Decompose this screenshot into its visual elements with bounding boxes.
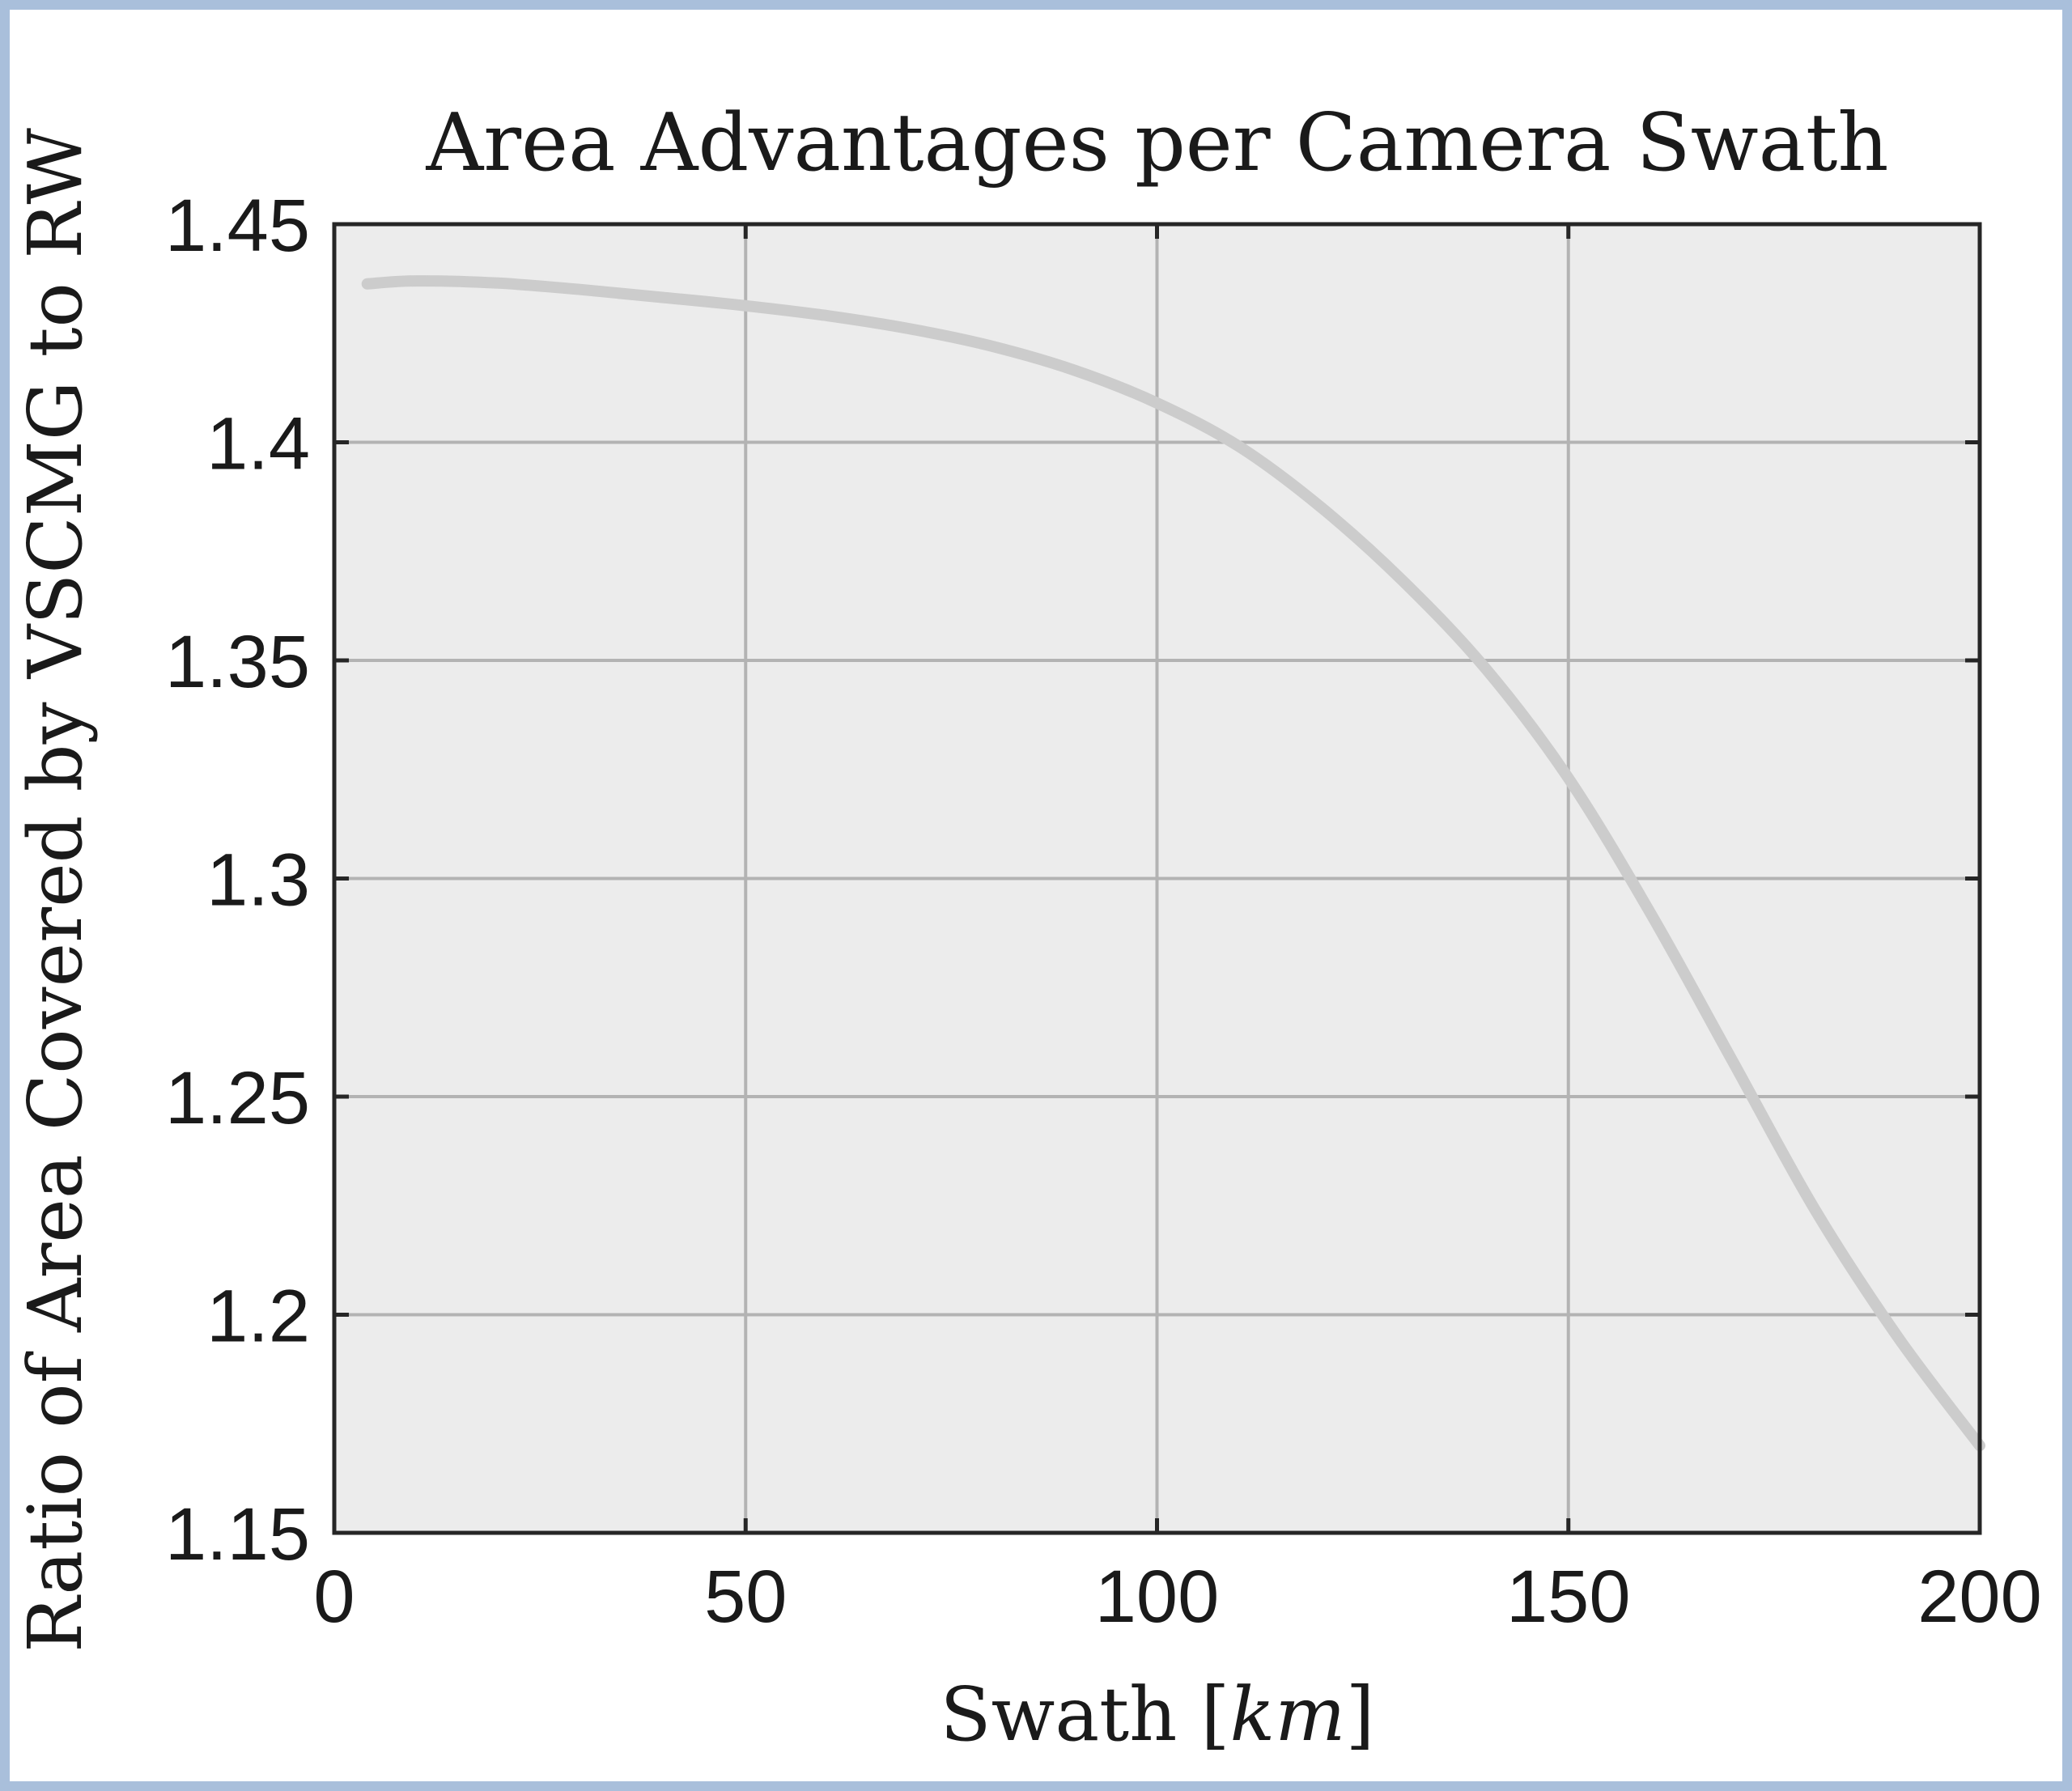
y-tick-label: 1.45 bbox=[165, 185, 310, 267]
x-axis-label-text: Swath bbox=[940, 1671, 1178, 1758]
x-tick-labels: 0 50 100 150 200 bbox=[313, 1555, 2041, 1638]
y-tick-label: 1.15 bbox=[165, 1493, 310, 1576]
chart-title: Area Advantages per Camera Swath bbox=[425, 97, 1888, 189]
x-tick-label: 0 bbox=[313, 1555, 355, 1638]
x-tick-label: 200 bbox=[1917, 1555, 2042, 1638]
y-tick-label: 1.4 bbox=[206, 403, 310, 486]
axes-box bbox=[332, 222, 1982, 1535]
x-tick-label: 150 bbox=[1506, 1555, 1631, 1638]
x-axis-label: Swath [km] bbox=[940, 1671, 1375, 1758]
series-line bbox=[361, 275, 1985, 1452]
x-tick-label: 50 bbox=[704, 1555, 787, 1638]
x-tick-label: 100 bbox=[1095, 1555, 1220, 1638]
y-axis-label: Ratio of Area Covered by VSCMG to RW bbox=[12, 128, 99, 1653]
y-tick-label: 1.35 bbox=[165, 621, 310, 703]
y-tick-label: 1.25 bbox=[165, 1057, 310, 1140]
y-tick-label: 1.3 bbox=[206, 839, 310, 922]
grid-lines bbox=[334, 224, 1980, 1533]
y-tick-label: 1.2 bbox=[206, 1275, 310, 1358]
y-tick-labels: 1.15 1.2 1.25 1.3 1.35 1.4 1.45 bbox=[165, 185, 310, 1576]
x-axis-unit: km bbox=[1230, 1671, 1346, 1758]
